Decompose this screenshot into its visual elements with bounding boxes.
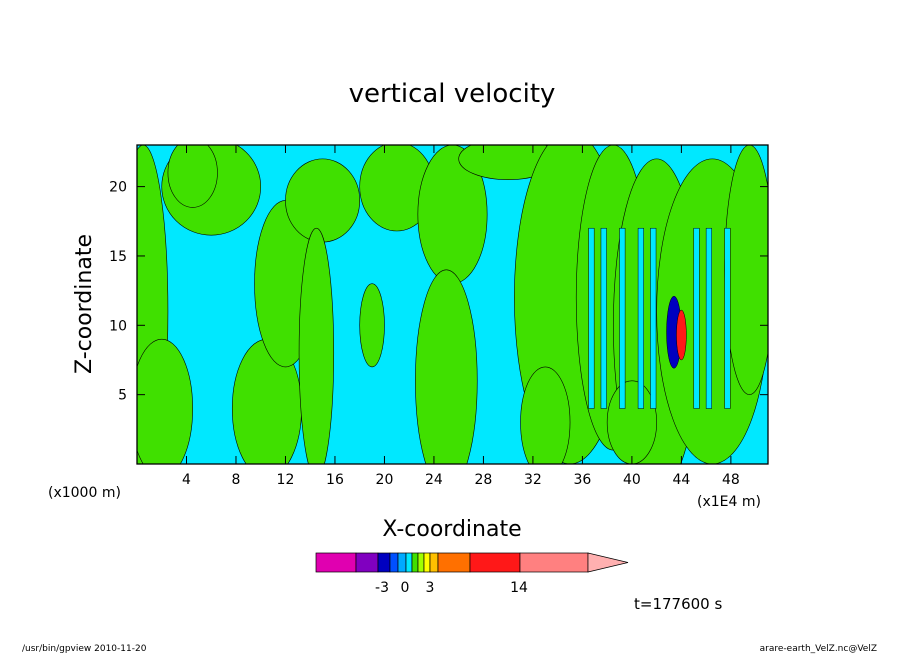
y-axis: 5 10 15 20 — [109, 180, 768, 404]
plot-area — [137, 145, 768, 464]
x-tick-label: 24 — [425, 472, 443, 488]
colorbar-label: 14 — [510, 580, 528, 596]
x-units-right: (x1E4 m) — [697, 494, 761, 510]
x-tick-label: 48 — [722, 472, 740, 488]
colorbar-segment — [411, 552, 419, 573]
positive-streak — [705, 227, 712, 409]
positive-region — [167, 145, 218, 208]
colorbar-segment — [355, 552, 379, 573]
colorbar-label: 3 — [426, 580, 435, 596]
y-tick-label: 15 — [109, 249, 127, 265]
colorbar-segment — [429, 552, 439, 573]
positive-region — [285, 158, 361, 243]
positive-region — [359, 283, 385, 368]
colorbar-segment — [397, 552, 407, 573]
x-tick-label: 44 — [672, 472, 690, 488]
x-tick-label: 12 — [277, 472, 295, 488]
colorbar — [315, 552, 629, 573]
x-tick-label: 40 — [623, 472, 641, 488]
y-axis-label: Z-coordinate — [72, 234, 97, 374]
positive-streak — [693, 227, 700, 409]
colorbar-label: 0 — [401, 580, 410, 596]
colorbar-labels: -3 0 3 14 — [375, 580, 528, 596]
x-axis: 4 8 12 16 20 24 28 32 36 40 44 48 — [182, 145, 740, 488]
x-tick-label: 28 — [475, 472, 493, 488]
x-axis-label: X-coordinate — [382, 517, 521, 542]
colorbar-label: -3 — [375, 580, 389, 596]
x-tick-label: 20 — [376, 472, 394, 488]
positive-region — [724, 145, 768, 395]
x-tick-label: 8 — [232, 472, 241, 488]
y-tick-label: 5 — [118, 388, 127, 404]
x-units-left: (x1000 m) — [48, 485, 121, 501]
x-tick-label: 36 — [573, 472, 591, 488]
colorbar-segment — [423, 552, 431, 573]
positive-streak — [619, 227, 626, 409]
positive-region — [606, 380, 657, 464]
positive-region — [415, 269, 478, 464]
positive-streak — [650, 227, 657, 409]
footer-left: /usr/bin/gpview 2010-11-20 — [22, 644, 147, 654]
positive-velocity-regions — [137, 145, 768, 464]
positive-streak — [600, 227, 607, 409]
positive-region — [298, 227, 335, 464]
x-tick-label: 16 — [326, 472, 344, 488]
time-label: t=177600 s — [634, 595, 722, 613]
strong-velocity-core — [666, 295, 687, 369]
footer-right: arare-earth_VelZ.nc@VelZ — [760, 644, 877, 654]
colorbar-extend-arrow — [587, 552, 629, 573]
y-tick-label: 10 — [109, 318, 127, 334]
chart-title: vertical velocity — [349, 79, 556, 109]
colorbar-segment — [377, 552, 391, 573]
colorbar-segment — [389, 552, 399, 573]
colorbar-segment — [519, 552, 589, 573]
colorbar-segment — [315, 552, 357, 573]
plot-frame — [136, 144, 769, 465]
y-tick-label: 20 — [109, 180, 127, 196]
colorbar-segment — [469, 552, 521, 573]
positive-streak — [588, 227, 595, 409]
colorbar-segment — [417, 552, 425, 573]
x-tick-label: 32 — [524, 472, 542, 488]
colorbar-segment — [437, 552, 471, 573]
x-tick-label: 4 — [182, 472, 191, 488]
positive-streak — [637, 227, 644, 409]
positive-region — [137, 338, 193, 464]
positive-streak — [724, 227, 731, 409]
colorbar-segment — [405, 552, 413, 573]
core-positive — [676, 309, 687, 361]
positive-region — [520, 366, 571, 464]
